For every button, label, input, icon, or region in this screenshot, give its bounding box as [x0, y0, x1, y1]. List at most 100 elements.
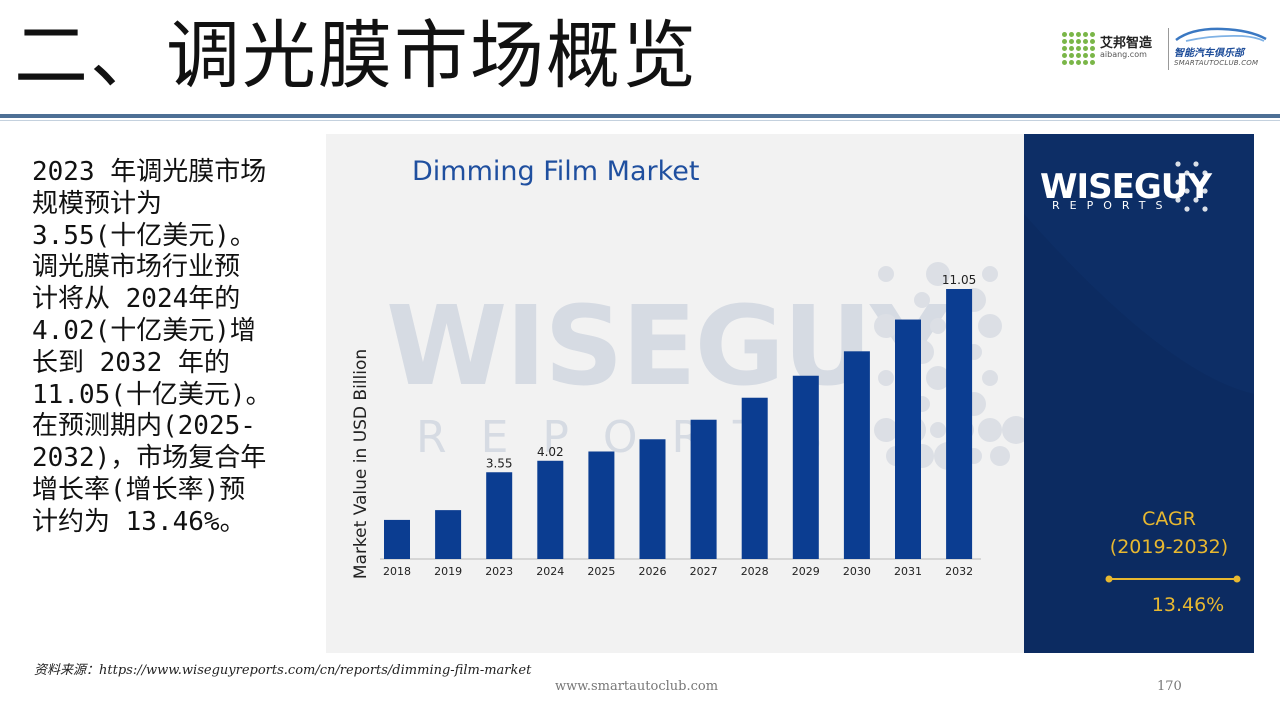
- source-citation: 资料来源：https://www.wiseguyreports.com/cn/r…: [34, 663, 532, 678]
- footer-url: www.smartautoclub.com: [555, 679, 719, 694]
- cagr-value: 13.46%: [1152, 594, 1224, 616]
- logo-dot: [1083, 32, 1088, 37]
- bar-2024: [537, 460, 564, 559]
- logo-dot: [1090, 39, 1095, 44]
- logo-dot: [1069, 32, 1074, 37]
- car-logo-icon: [1175, 27, 1267, 42]
- cagr-label: CAGR: [1142, 508, 1196, 530]
- logo-dot: [1076, 46, 1081, 51]
- smartauto-logo-name: 智能汽车俱乐部: [1174, 48, 1244, 59]
- bar-2027: [690, 419, 717, 559]
- chart-panel: WISEGUY REPORTS Dimming Film Market Mark…: [326, 134, 1254, 653]
- logo-dot: [1062, 60, 1067, 65]
- brand-dot: [1175, 161, 1181, 167]
- bar-2031: [895, 319, 921, 559]
- brand-dot: [1184, 170, 1190, 176]
- logo-dot: [1062, 53, 1067, 58]
- tick-label-2019: 2019: [434, 565, 462, 578]
- brand-dot: [1175, 179, 1181, 185]
- bar-chart: WISEGUY REPORTS Dimming Film Market Mark…: [351, 134, 1254, 653]
- cagr-rule-dot-left: [1105, 575, 1113, 583]
- tick-label-2025: 2025: [587, 565, 615, 578]
- brand-reports: REPORTS: [1052, 199, 1172, 212]
- brand-dot: [1202, 188, 1208, 194]
- aibang-logo-name: 艾邦智造: [1100, 36, 1153, 51]
- tick-label-2023: 2023: [485, 565, 513, 578]
- logo-dot: [1062, 39, 1067, 44]
- brand-dot: [1184, 206, 1190, 212]
- bar-2032: [946, 289, 973, 559]
- logo-dot: [1076, 32, 1081, 37]
- bar-2019: [435, 510, 462, 559]
- logo-dot: [1090, 60, 1095, 65]
- tick-label-2032: 2032: [945, 565, 973, 578]
- logo-dot: [1069, 46, 1074, 51]
- aibang-logo-icon: [1062, 32, 1096, 66]
- watermark-dot: [878, 266, 894, 282]
- tick-label-2031: 2031: [894, 565, 922, 578]
- logo-dot: [1083, 60, 1088, 65]
- cagr-period: (2019-2032): [1110, 536, 1228, 558]
- brand-dot: [1193, 197, 1199, 203]
- bar-2030: [843, 351, 870, 559]
- bar-2029: [792, 375, 819, 559]
- bar-2025: [588, 451, 615, 559]
- logo-dot: [1069, 60, 1074, 65]
- watermark-dot: [978, 314, 1002, 338]
- smartauto-logo-sub: SMARTAUTOCLUB.COM: [1174, 59, 1259, 67]
- brand-dot: [1193, 179, 1199, 185]
- watermark-dot: [978, 418, 1002, 442]
- tick-label-2028: 2028: [741, 565, 769, 578]
- chart-title: Dimming Film Market: [412, 156, 700, 187]
- tick-label-2024: 2024: [536, 565, 564, 578]
- logo-dot: [1090, 53, 1095, 58]
- data-label-2032: 11.05: [942, 273, 976, 287]
- logo-dot: [1090, 46, 1095, 51]
- watermark-dot: [874, 314, 898, 338]
- logo-dot: [1083, 46, 1088, 51]
- watermark-dot: [878, 370, 894, 386]
- logo-dot: [1062, 46, 1067, 51]
- logo-dot: [1083, 53, 1088, 58]
- tick-label-2027: 2027: [690, 565, 718, 578]
- watermark-dot: [914, 292, 930, 308]
- brand-dot: [1193, 161, 1199, 167]
- brand-dot: [1184, 188, 1190, 194]
- watermark-dot: [874, 418, 898, 442]
- watermark-dot: [982, 266, 998, 282]
- brand-dot: [1202, 170, 1208, 176]
- brand-panel: WISEGUY REPORTS CAGR (2019-2032) 13.46%: [1024, 134, 1254, 653]
- logo-dot: [1083, 39, 1088, 44]
- logo-dot: [1076, 53, 1081, 58]
- logo-dot: [1069, 39, 1074, 44]
- bar-2026: [639, 439, 666, 559]
- watermark-dot: [982, 370, 998, 386]
- tick-label-2026: 2026: [639, 565, 667, 578]
- watermark-dot: [926, 262, 950, 286]
- watermark-dot: [990, 446, 1010, 466]
- logo-dot: [1076, 60, 1081, 65]
- watermark-dot: [926, 366, 950, 390]
- logo-dot: [1090, 32, 1095, 37]
- logo-dot: [1076, 39, 1081, 44]
- aibang-logo-sub: aibang.com: [1100, 50, 1147, 59]
- tick-label-2029: 2029: [792, 565, 820, 578]
- logo-divider: [1168, 28, 1169, 70]
- cagr-rule-dot-right: [1233, 575, 1241, 583]
- page-number: 170: [1157, 679, 1182, 694]
- data-label-2024: 4.02: [537, 445, 564, 459]
- summary-text: 2023 年调光膜市场 规模预计为 3.55(十亿美元)。 调光膜市场行业预 计…: [32, 157, 272, 537]
- page-title: 二、调光膜市场概览: [14, 13, 698, 99]
- brand-dot: [1175, 197, 1181, 203]
- bar-2018: [384, 519, 410, 559]
- bar-2023: [486, 472, 513, 559]
- title-underline-thin: [0, 120, 1280, 121]
- tick-label-2018: 2018: [383, 565, 411, 578]
- header-logos: 艾邦智造 aibang.com 智能汽车俱乐部 SMARTAUTOCLUB.CO…: [1062, 26, 1272, 72]
- watermark-dot: [930, 422, 946, 438]
- watermark-dot: [930, 318, 946, 334]
- bar-2028: [741, 397, 768, 559]
- logo-dot: [1062, 32, 1067, 37]
- logo-dot: [1069, 53, 1074, 58]
- brand-wiseguy: WISEGUY: [1040, 167, 1212, 207]
